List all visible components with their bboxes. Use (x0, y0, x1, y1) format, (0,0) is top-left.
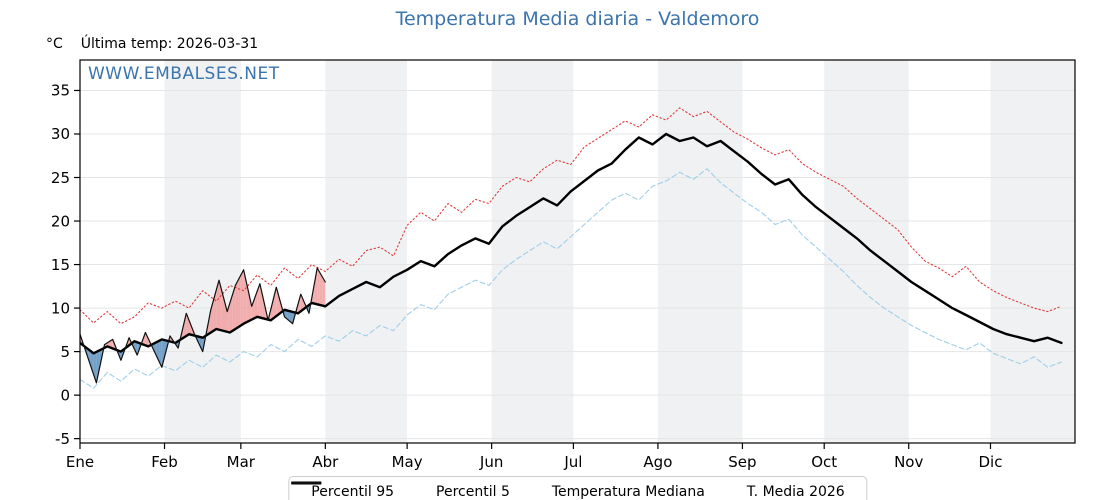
anomaly-fill (134, 341, 138, 356)
anomaly-fill (243, 269, 247, 324)
plot-border (79, 59, 1076, 444)
anomaly-fill (199, 337, 203, 352)
anomaly-fill (319, 272, 323, 306)
month-band (824, 60, 909, 443)
anomaly-fill (259, 283, 263, 319)
legend-item-mediana: Temperatura Mediana (291, 481, 705, 500)
y-tick-label: 20 (51, 212, 70, 230)
x-tick-label: Feb (151, 453, 178, 471)
anomaly-fill (270, 298, 274, 321)
anomaly-fill (216, 280, 219, 330)
anomaly-fill (257, 283, 260, 318)
last-temp-label: Última temp: 2026-03-31 (80, 36, 259, 52)
x-tick-label: May (392, 453, 423, 471)
anomaly-fill (159, 339, 162, 368)
anomaly-fill (289, 311, 293, 324)
month-band (990, 60, 1075, 443)
anomaly-fill (314, 268, 318, 305)
y-unit-label: °C (46, 36, 63, 52)
x-tick-label: Ene (66, 453, 94, 471)
anomaly-fill (229, 294, 233, 333)
anomaly-fill (232, 285, 236, 331)
anomaly-fill (183, 313, 187, 338)
series-line-p95 (80, 107, 1062, 325)
legend-item-tmedia2026: T. Media 2026 (291, 482, 845, 500)
anomaly-fill (90, 351, 94, 375)
chart-header: °C Última temp: 2026-03-31 (46, 36, 258, 52)
anomaly-fill (96, 350, 100, 383)
anomaly-fill (224, 301, 228, 332)
y-tick-label: 35 (51, 82, 70, 100)
anomaly-fill (273, 287, 277, 319)
legend-item-percentil95: Percentil 95 (291, 482, 395, 500)
anomaly-fill (298, 294, 301, 314)
month-band (491, 60, 574, 443)
x-tick-label: Ago (643, 453, 672, 471)
anomaly-fill (219, 280, 222, 331)
y-tick-label: -5 (55, 430, 70, 448)
x-tick-label: Abr (312, 453, 339, 471)
x-tick-label: Dic (979, 453, 1003, 471)
x-tick-label: Oct (811, 453, 837, 471)
anomaly-fill (322, 277, 326, 307)
anomaly-fill (145, 332, 149, 347)
y-tick-label: 0 (60, 386, 70, 404)
anomaly-fill (238, 275, 241, 328)
month-band (325, 60, 408, 443)
anomaly-fill (240, 269, 244, 326)
y-tick-label: 30 (51, 125, 70, 143)
watermark: WWW.EMBALSES.NET (88, 64, 280, 84)
y-tick-label: 15 (51, 256, 70, 274)
month-band (164, 60, 241, 443)
chart-title: Temperatura Media diaria - Valdemoro (395, 8, 760, 30)
anomaly-fill (235, 280, 239, 329)
x-tick-label: Jun (479, 453, 503, 471)
legend-item-percentil5: Percentil 5 (291, 482, 510, 500)
anomaly-fill (189, 320, 192, 335)
legend-label-percentil95: Percentil 95 (311, 484, 395, 500)
t2026-line-sample (291, 482, 322, 484)
anomaly-fill (317, 268, 320, 305)
anomaly-fill (88, 349, 91, 367)
x-tick-label: Sep (728, 453, 756, 471)
month-band (657, 60, 743, 443)
y-tick-label: 25 (51, 169, 70, 187)
y-tick-label: 10 (51, 299, 70, 317)
anomaly-fill (251, 298, 255, 320)
anomaly-fill (153, 342, 157, 356)
series-line-median (80, 132, 1063, 355)
anomaly-fill (110, 339, 113, 349)
anomaly-fill (161, 339, 165, 368)
legend-label-mediana: Temperatura Mediana (551, 484, 705, 500)
anomaly-fill (287, 310, 290, 322)
anomaly-fill (262, 295, 266, 319)
series-line-t2026 (80, 267, 326, 384)
x-tick-label: Mar (227, 453, 256, 471)
legend-label-percentil5: Percentil 5 (436, 484, 510, 500)
series-line-p5 (80, 168, 1062, 389)
y-tick-label: 5 (60, 343, 70, 361)
x-tick-label: Nov (894, 453, 923, 471)
anomaly-fill (249, 294, 252, 321)
anomaly-fill (276, 287, 279, 317)
x-tick-label: Jul (563, 453, 582, 471)
anomaly-fill (300, 294, 304, 312)
legend: Percentil 95 Percentil 5 Temperatura Med… (288, 476, 868, 500)
legend-label-tmedia2026: T. Media 2026 (746, 484, 845, 500)
